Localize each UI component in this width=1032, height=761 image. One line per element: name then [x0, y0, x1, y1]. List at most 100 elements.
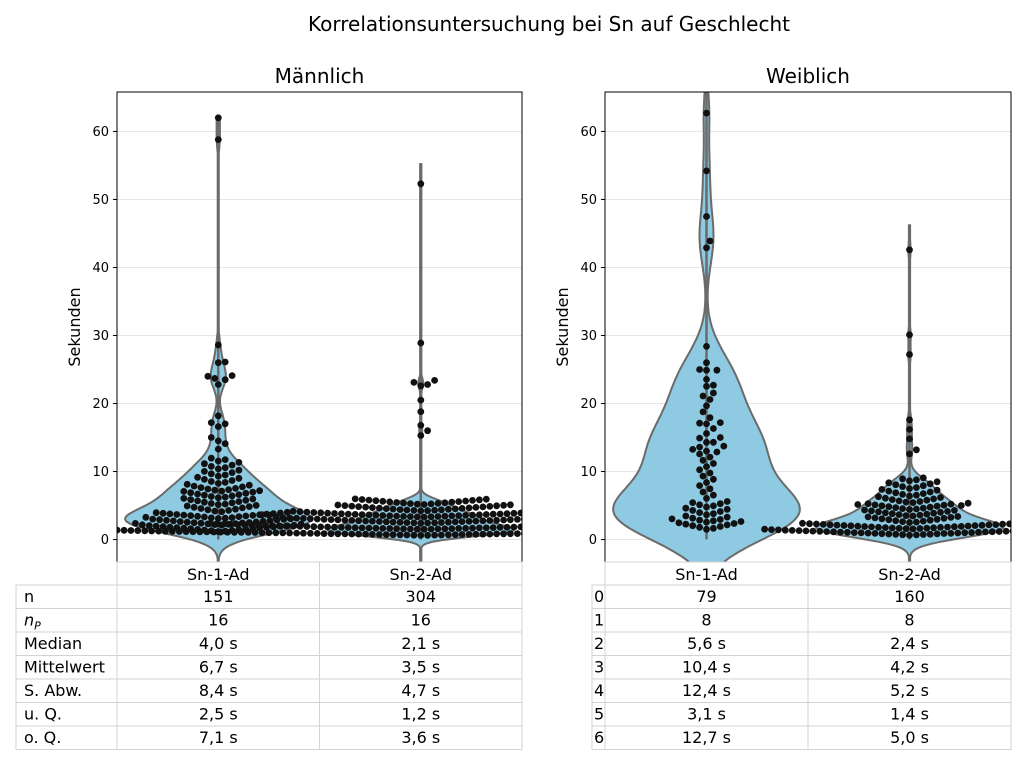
data-point	[696, 466, 703, 474]
data-point	[362, 503, 369, 511]
data-point	[535, 515, 542, 522]
data-point	[538, 523, 545, 530]
data-point	[703, 420, 710, 428]
y-tick-label: 40	[92, 261, 109, 276]
y-tick-label: 30	[92, 329, 109, 344]
data-point	[775, 526, 782, 534]
data-point	[256, 487, 263, 495]
data-point	[407, 513, 414, 520]
data-point	[400, 499, 407, 507]
subscript: P	[34, 620, 41, 633]
data-point	[214, 494, 222, 502]
data-point	[895, 511, 903, 518]
data-point	[413, 525, 421, 533]
data-point	[837, 528, 844, 536]
table-cell-value: 16	[208, 611, 228, 630]
data-point	[207, 500, 215, 507]
data-point	[438, 531, 445, 539]
data-point	[909, 525, 917, 533]
data-point	[878, 502, 886, 510]
data-point	[362, 517, 369, 525]
data-point	[913, 484, 920, 491]
table-cell-value: 5,0 s	[890, 728, 929, 747]
data-point	[313, 515, 321, 523]
data-point	[926, 516, 934, 524]
data-point	[703, 511, 710, 519]
data-point	[1006, 520, 1011, 528]
data-point	[902, 525, 910, 533]
table-row-label: Mittelwert	[24, 658, 105, 677]
data-point	[235, 474, 243, 482]
data-point	[379, 512, 387, 519]
data-point	[971, 522, 979, 529]
y-tick-label: 10	[580, 465, 597, 480]
data-point	[1002, 527, 1010, 535]
data-point	[716, 434, 724, 441]
data-point	[689, 507, 697, 514]
data-point	[885, 530, 893, 538]
data-point	[93, 526, 100, 533]
data-point	[1020, 520, 1027, 527]
data-point	[706, 414, 714, 422]
data-point	[376, 531, 383, 538]
data-point	[566, 522, 573, 529]
data-point	[737, 518, 745, 525]
data-point	[586, 522, 593, 529]
data-point	[289, 507, 297, 515]
data-point	[279, 514, 287, 521]
data-point	[201, 491, 208, 499]
data-point	[573, 522, 580, 529]
data-point	[868, 507, 875, 515]
data-point	[221, 440, 229, 447]
data-point	[86, 526, 93, 533]
data-point	[351, 495, 359, 503]
data-point	[369, 517, 376, 525]
data-point	[141, 527, 149, 535]
data-point	[210, 528, 218, 536]
data-point	[713, 448, 721, 456]
data-point	[180, 488, 188, 495]
data-point	[510, 509, 518, 517]
data-point	[214, 465, 222, 473]
data-point	[909, 512, 917, 520]
data-point	[228, 499, 236, 507]
data-point	[296, 508, 304, 516]
data-point	[957, 523, 965, 530]
data-point	[417, 432, 425, 439]
data-point	[493, 530, 500, 538]
data-point	[947, 514, 955, 521]
data-point	[201, 513, 208, 521]
data-point	[424, 427, 431, 435]
data-point	[458, 518, 466, 525]
y-tick-label: 30	[580, 329, 597, 344]
table-col-header: Sn-2-Ad	[878, 565, 941, 584]
data-point	[214, 114, 222, 122]
data-point	[500, 530, 507, 538]
data-point	[906, 477, 913, 485]
data-point	[231, 528, 238, 536]
data-point	[469, 524, 476, 532]
data-point	[214, 412, 222, 420]
data-point	[221, 471, 229, 479]
data-point	[951, 507, 958, 514]
table-cell-value: 6,7 s	[199, 658, 238, 677]
data-point	[204, 485, 212, 493]
data-point	[232, 505, 239, 513]
data-point	[919, 474, 927, 482]
data-point	[906, 519, 913, 526]
data-point	[964, 522, 972, 530]
data-point	[207, 419, 215, 426]
data-point	[892, 530, 900, 538]
data-point	[913, 518, 920, 526]
data-point	[204, 372, 212, 380]
data-point	[138, 521, 146, 529]
data-point	[431, 531, 438, 539]
data-point	[127, 527, 135, 534]
data-point	[472, 517, 480, 525]
data-point	[389, 505, 397, 513]
table-cell-value: 2,1 s	[401, 634, 440, 653]
data-point	[438, 506, 445, 514]
y-tick-label: 10	[92, 465, 109, 480]
data-point	[413, 500, 421, 508]
